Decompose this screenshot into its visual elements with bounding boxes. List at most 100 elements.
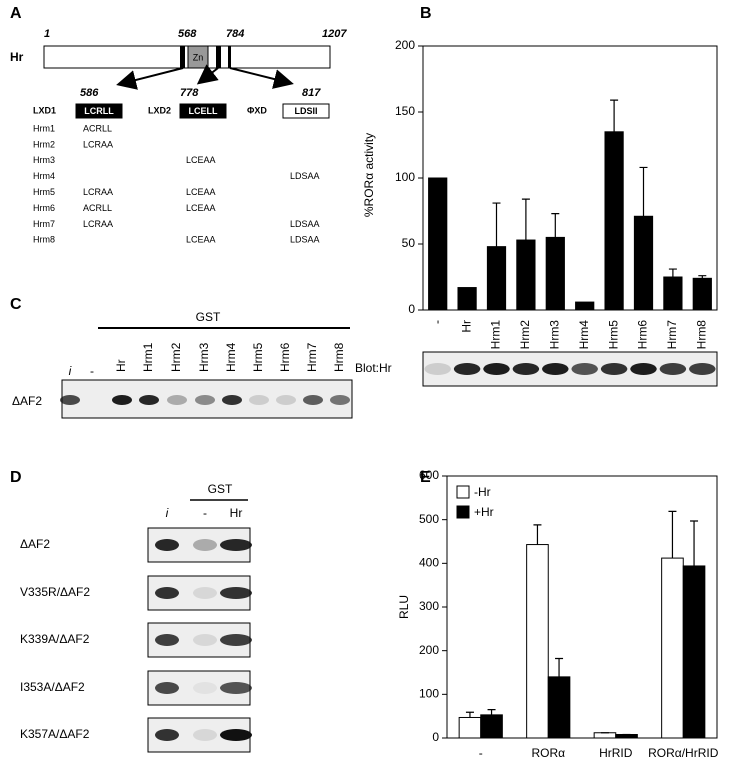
bar xyxy=(458,716,482,739)
blot-band xyxy=(195,395,215,405)
blot-band xyxy=(193,729,217,741)
legend-label: -Hr xyxy=(474,485,491,499)
motif-box xyxy=(282,103,330,119)
mutant-sequence: LCEAA xyxy=(186,187,216,197)
mutant-sequence: LCEAA xyxy=(186,203,216,213)
blot-band xyxy=(571,363,598,375)
mutant-sequence: LCEAA xyxy=(186,235,216,245)
lane-label: Hr xyxy=(114,359,128,372)
mutant-sequence: LCRAA xyxy=(83,187,113,197)
y-tick-label: 100 xyxy=(395,170,415,184)
bar xyxy=(480,714,503,739)
domain-band xyxy=(228,46,231,68)
error-bar xyxy=(487,709,496,715)
mutant-sequence: LDSAA xyxy=(290,235,320,245)
y-tick-label: 0 xyxy=(432,730,439,744)
bar xyxy=(516,239,536,311)
blot-band xyxy=(659,363,687,375)
x-tick-label: Hrm6 xyxy=(636,320,650,350)
blot-band xyxy=(112,395,132,405)
mutant-sequence: LCRAA xyxy=(83,139,113,149)
lane-label: Hrm6 xyxy=(278,342,292,372)
blot-band xyxy=(330,395,350,405)
blot-band xyxy=(193,682,217,694)
error-bar xyxy=(521,198,530,241)
group-label: GST xyxy=(208,482,233,496)
blot-band xyxy=(630,363,657,375)
bar xyxy=(547,676,571,739)
error-bar xyxy=(551,213,560,238)
y-tick-label: 200 xyxy=(419,643,439,657)
legend-label: +Hr xyxy=(474,505,494,519)
lane-label: Hrm8 xyxy=(332,342,346,372)
mutant-name: Hrm1 xyxy=(33,123,55,133)
motif-position: 586 xyxy=(80,87,99,99)
mutant-sequence: LCRAA xyxy=(83,219,113,229)
y-tick-label: 500 xyxy=(419,512,439,526)
position-label: 568 xyxy=(178,28,197,40)
motif-position: 778 xyxy=(180,87,199,99)
blot-band xyxy=(303,395,323,405)
x-tick-label: - xyxy=(430,320,444,324)
mutant-name: Hrm3 xyxy=(33,155,55,165)
row-label: ΔAF2 xyxy=(12,394,42,408)
blot-band xyxy=(220,729,252,741)
lane-label: Hrm1 xyxy=(141,342,155,372)
arrow xyxy=(116,67,184,90)
mutant-sequence: ACRLL xyxy=(83,203,112,213)
panel-b: B %RORα activity 0 50 100 150 200 - Hr Hrm1 Hrm2 Hr… xyxy=(355,5,718,387)
x-tick-label: Hr xyxy=(459,320,473,333)
protein-label: Hr xyxy=(10,50,24,64)
x-tick-label: Hrm3 xyxy=(547,320,561,350)
lane-label: Hrm3 xyxy=(197,342,211,372)
blot-band xyxy=(249,395,269,405)
x-tick-label: HrRID xyxy=(599,746,633,760)
x-tick-label: - xyxy=(479,746,483,760)
bar xyxy=(661,557,684,739)
mutant-name: Hrm6 xyxy=(33,203,55,213)
blot-band xyxy=(155,729,179,741)
row-label: ΔAF2 xyxy=(20,537,50,551)
bar xyxy=(593,732,617,739)
error-bar xyxy=(465,711,474,718)
mutant-name: Hrm2 xyxy=(33,139,55,149)
x-tick-label: Hrm7 xyxy=(665,320,679,350)
panel-e: E RLU 0 100 200 300 400 500 600 - RORα HrRID RORα/Hr… xyxy=(397,468,719,760)
lane-label: Hr xyxy=(230,506,243,520)
lane-label: Hrm4 xyxy=(224,342,238,372)
mutant-name: Hrm7 xyxy=(33,219,55,229)
bar xyxy=(526,544,549,739)
motif-name: LXD2 xyxy=(148,105,171,115)
panel-label: D xyxy=(10,469,22,486)
legend-swatch xyxy=(456,485,470,499)
blot-band xyxy=(220,539,252,551)
row-label: V335R/ΔAF2 xyxy=(20,585,90,599)
panel-label: A xyxy=(10,5,22,22)
position-label: 1207 xyxy=(322,28,347,40)
arrow xyxy=(229,67,294,89)
error-bar xyxy=(668,510,677,559)
domain-band xyxy=(216,46,221,68)
x-tick-label: Hrm8 xyxy=(694,320,708,350)
bar xyxy=(682,565,706,739)
blot-band xyxy=(222,395,242,405)
panel-c: C GST i - Hr Hrm1 Hrm2 Hrm3 Hrm4 Hrm5 Hrm6 Hrm7 Hrm8… xyxy=(10,296,353,419)
motif-sequence: LCRLL xyxy=(84,106,114,116)
group-label: GST xyxy=(196,310,221,324)
blot-band xyxy=(167,395,187,405)
mutant-name: Hrm5 xyxy=(33,187,55,197)
blot-band xyxy=(220,634,252,646)
blot-band xyxy=(193,539,217,551)
bar xyxy=(457,287,477,311)
y-tick-label: 400 xyxy=(419,556,439,570)
bar xyxy=(663,276,683,311)
blot-band xyxy=(689,363,716,375)
motif-name: LXD1 xyxy=(33,105,56,115)
y-tick-label: 0 xyxy=(408,302,415,316)
motif-position: 817 xyxy=(302,87,321,99)
motif-box xyxy=(75,103,123,119)
mutant-sequence: ACRLL xyxy=(83,123,112,133)
y-tick-label: 50 xyxy=(402,236,416,250)
error-bar xyxy=(668,268,677,277)
